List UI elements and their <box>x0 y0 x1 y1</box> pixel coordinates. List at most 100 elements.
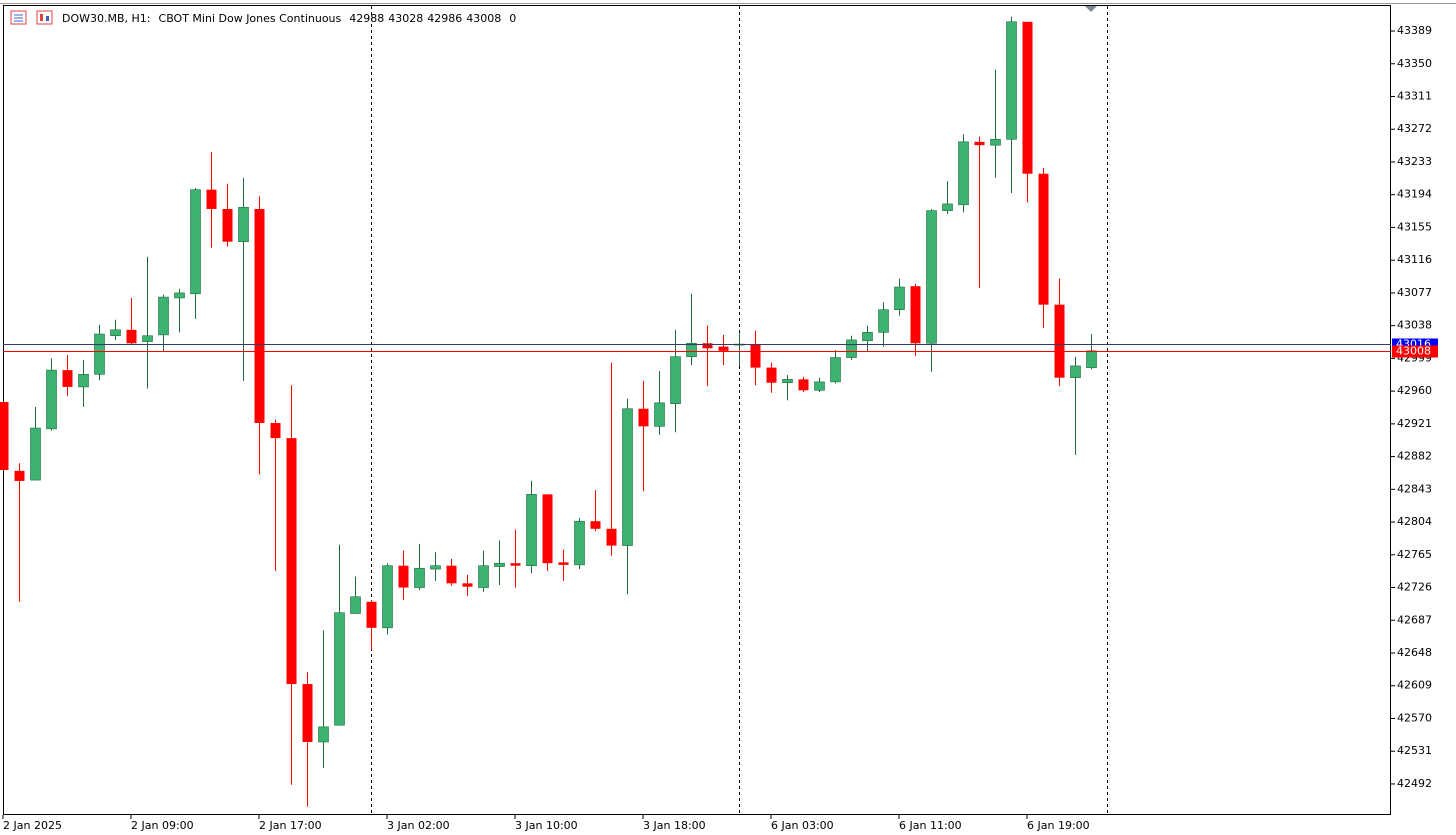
x-tick-label: 3 Jan 18:00 <box>643 819 706 832</box>
y-tick-label: 43311 <box>1397 89 1432 102</box>
candle-body <box>862 332 873 342</box>
candle-body <box>622 408 633 546</box>
y-tick-label: 43038 <box>1397 319 1432 332</box>
y-tick-label: 42726 <box>1397 581 1432 594</box>
candle-body <box>334 612 345 726</box>
shift-marker <box>1085 6 1097 12</box>
candle-body <box>798 379 809 391</box>
header-part: 0 <box>509 12 516 25</box>
candle-body <box>222 208 233 242</box>
y-tick-label: 43350 <box>1397 57 1432 70</box>
candle-body <box>750 344 761 368</box>
candle-body <box>1086 350 1097 368</box>
x-tick-label: 6 Jan 19:00 <box>1027 819 1090 832</box>
candle-body <box>254 208 265 424</box>
header-part: 43028 <box>388 12 423 25</box>
candle-body <box>174 292 185 299</box>
candle-body <box>670 356 681 405</box>
candle-body <box>302 684 313 742</box>
candle-body <box>510 563 521 566</box>
y-tick-label: 42804 <box>1397 515 1432 528</box>
candle-body <box>94 333 105 375</box>
candle-body <box>30 427 41 481</box>
candle-body <box>318 726 329 743</box>
y-tick-label: 43155 <box>1397 220 1432 233</box>
candle-body <box>1022 21 1033 174</box>
y-tick-label: 42570 <box>1397 711 1432 724</box>
candle-body <box>606 528 617 546</box>
candle-body <box>974 141 985 146</box>
candle-body <box>206 189 217 209</box>
x-tick-label: 6 Jan 03:00 <box>771 819 834 832</box>
price-label-box <box>1392 345 1438 358</box>
y-tick-label: 42609 <box>1397 679 1432 692</box>
candle-body <box>446 565 457 584</box>
candle-body <box>526 494 537 567</box>
header-part: 42988 <box>349 12 384 25</box>
icon-bar <box>40 14 43 21</box>
y-tick-label: 43233 <box>1397 155 1432 168</box>
candle-body <box>190 189 201 295</box>
y-tick-label: 43389 <box>1397 24 1432 37</box>
candle-body <box>638 408 649 427</box>
candle-body <box>958 141 969 206</box>
y-tick-label: 43194 <box>1397 188 1432 201</box>
candle-body <box>878 309 889 333</box>
candle-body <box>398 565 409 588</box>
header-part: DOW30.MB, H1: <box>62 12 151 25</box>
candle-body <box>846 339 857 358</box>
candle-body <box>414 567 425 588</box>
candle-body <box>366 601 377 628</box>
x-tick-label: 2 Jan 09:00 <box>131 819 194 832</box>
candle-body <box>990 139 1001 146</box>
candle-body <box>14 470 25 481</box>
x-tick-label: 3 Jan 02:00 <box>387 819 450 832</box>
candle-body <box>894 286 905 310</box>
x-tick-label: 6 Jan 11:00 <box>899 819 962 832</box>
y-tick-label: 42687 <box>1397 613 1432 626</box>
candle-body <box>1070 365 1081 378</box>
candle-body <box>1054 304 1065 378</box>
candle-body <box>158 296 169 336</box>
candle-body <box>382 565 393 629</box>
candle-body <box>478 565 489 588</box>
header-icons <box>10 10 53 25</box>
candle-body <box>942 203 953 211</box>
y-tick-label: 42960 <box>1397 384 1432 397</box>
candle-body <box>494 562 505 567</box>
y-tick-label: 43272 <box>1397 122 1432 135</box>
candles <box>0 16 1097 807</box>
y-tick-label: 43077 <box>1397 286 1432 299</box>
candle-body <box>654 402 665 427</box>
header-part: 42986 <box>427 12 462 25</box>
candle-body <box>782 379 793 384</box>
candle-body <box>542 494 553 564</box>
candle-body <box>0 402 9 471</box>
y-tick-label: 42531 <box>1397 744 1432 757</box>
candle-body <box>830 357 841 383</box>
x-tick-label: 3 Jan 10:00 <box>515 819 578 832</box>
candle-body <box>238 206 249 243</box>
candle-body <box>110 329 121 337</box>
candle-body <box>590 521 601 529</box>
candle-body <box>78 374 89 388</box>
candle-body <box>350 596 361 614</box>
candle-body <box>142 335 153 342</box>
y-tick-label: 42648 <box>1397 646 1432 659</box>
candle-body <box>62 370 73 387</box>
candle-body <box>910 286 921 344</box>
candle-body <box>286 438 297 685</box>
candle-body <box>718 346 729 351</box>
price-label: 43008 <box>1396 345 1431 358</box>
icon <box>36 10 53 25</box>
header-part: 43008 <box>466 12 501 25</box>
candle-body <box>574 520 585 566</box>
y-tick-label: 42843 <box>1397 482 1432 495</box>
y-tick-label: 42921 <box>1397 417 1432 430</box>
candle-body <box>46 369 57 430</box>
y-tick-label: 42492 <box>1397 777 1432 790</box>
y-tick-label: 43116 <box>1397 253 1432 266</box>
candle-body <box>462 583 473 587</box>
x-tick-label: 2 Jan 17:00 <box>259 819 322 832</box>
